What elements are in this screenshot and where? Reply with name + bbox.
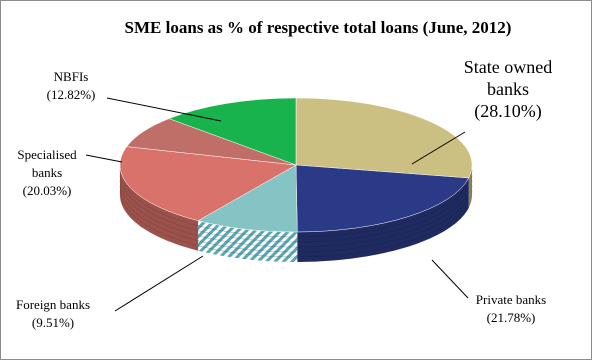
pie-slice-nbfis bbox=[168, 97, 297, 166]
pie-side-private-banks bbox=[297, 178, 469, 262]
leader-line-foreign-banks bbox=[114, 255, 204, 312]
pie-side-stripe bbox=[119, 169, 199, 226]
pie-slice-private-banks bbox=[295, 164, 470, 233]
slice-label-specialised-banks: Specialised bbox=[17, 147, 77, 162]
slice-label-private-banks: (21.78%) bbox=[487, 310, 536, 325]
pie-side-stripe bbox=[297, 197, 469, 253]
leader-line-nbfis bbox=[106, 97, 222, 122]
pie-side-stripe bbox=[297, 187, 469, 243]
slice-label-nbfis: (12.82%) bbox=[47, 87, 96, 102]
pie-side-stripe bbox=[198, 245, 298, 258]
pie-side-stripe bbox=[297, 202, 469, 258]
pie-side-stripe bbox=[198, 235, 298, 248]
slice-label-state-owned-banks: (28.10%) bbox=[474, 101, 541, 122]
pie-slice-specialised-banks bbox=[119, 146, 297, 221]
pie-side-stripe bbox=[119, 179, 199, 236]
leader-line-specialised-banks bbox=[85, 154, 123, 163]
slice-label-specialised-banks: banks bbox=[32, 165, 62, 180]
pie-side-stripe bbox=[119, 189, 199, 246]
pie-side-stripe bbox=[297, 192, 469, 248]
pie-side-stripe bbox=[468, 190, 473, 204]
pie-slice-foreign-banks bbox=[197, 164, 298, 233]
slice-label-foreign-banks: (9.51%) bbox=[32, 315, 74, 330]
pie-side-stripe bbox=[198, 225, 298, 238]
chart-title: SME loans as % of respective total loans… bbox=[124, 18, 512, 37]
pie-side-stripe bbox=[468, 180, 473, 194]
pie-side-stripe bbox=[468, 175, 473, 189]
pie-side-stripe bbox=[198, 240, 298, 253]
pie-side-stripe bbox=[119, 184, 199, 241]
pie-side-stripe bbox=[468, 185, 473, 199]
pie-side-specialised-banks bbox=[120, 165, 199, 251]
slice-label-private-banks: Private banks bbox=[476, 292, 546, 307]
pie-side-stripe bbox=[297, 182, 469, 238]
pie-side-stripe bbox=[468, 170, 473, 184]
leader-line-private-banks bbox=[431, 259, 469, 299]
leader-line-state-owned-banks bbox=[411, 131, 466, 165]
pie-slice-state-owned-banks bbox=[295, 97, 473, 179]
pie-side-stripe bbox=[119, 174, 199, 231]
slice-label-foreign-banks: Foreign banks bbox=[16, 297, 90, 312]
pie-side-stripe bbox=[198, 230, 298, 243]
slice-label-state-owned-banks: banks bbox=[487, 79, 529, 99]
slice-label-nbfis: NBFIs bbox=[54, 69, 89, 84]
slice-label-state-owned-banks: State owned bbox=[464, 57, 552, 77]
slice-label-specialised-banks: (20.03%) bbox=[23, 183, 72, 198]
